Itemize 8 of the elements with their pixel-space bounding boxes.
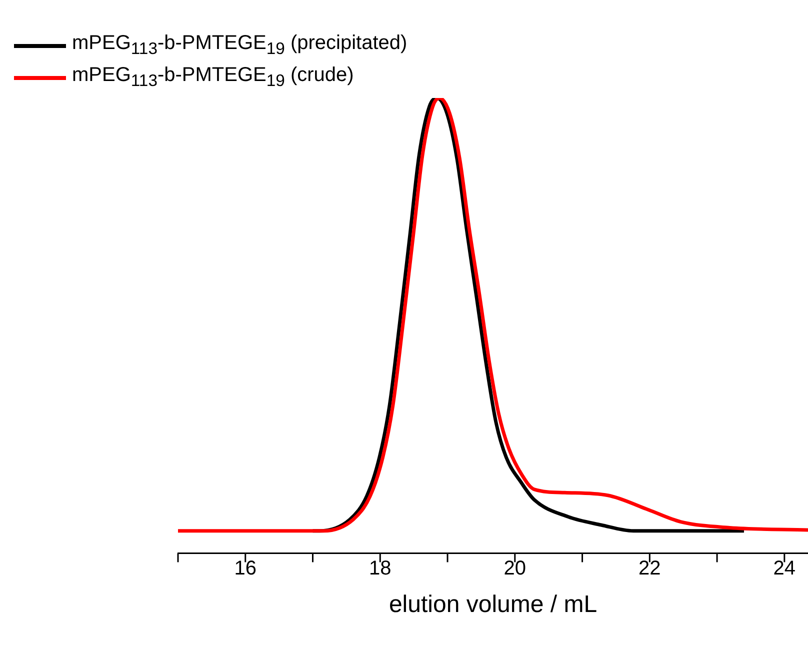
x-axis-title: elution volume / mL — [388, 591, 598, 618]
legend-label: mPEG$_{113}$-b-PMTEGE$_{19}$ (crude) — [72, 63, 354, 92]
x-tick-label: 18 — [369, 558, 392, 580]
x-tick-label: 24 — [773, 558, 796, 580]
x-tick-label: 22 — [638, 558, 661, 580]
x-tick-label: 20 — [504, 558, 526, 580]
x-tick-label: 16 — [234, 558, 257, 580]
legend-label: mPEG$_{113}$-b-PMTEGE$_{19}$ (precipitated) — [72, 31, 408, 60]
